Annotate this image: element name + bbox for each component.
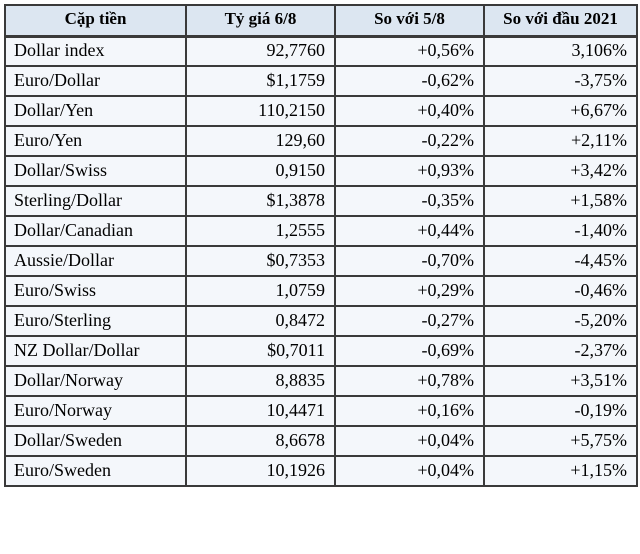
change-vs-start-2021-cell: +2,11%: [483, 125, 638, 157]
change-vs-start-2021-cell: -1,40%: [483, 215, 638, 247]
rate-cell: 1,0759: [185, 275, 336, 307]
currency-pair-cell: Dollar index: [4, 35, 187, 67]
table-row: Euro/Sterling 0,8472 -0,27% -5,20%: [4, 305, 638, 337]
change-vs-start-2021-cell: +1,15%: [483, 455, 638, 487]
change-vs-start-2021-cell: 3,106%: [483, 35, 638, 67]
change-vs-prev-day-cell: -0,69%: [334, 335, 485, 367]
change-vs-start-2021-cell: -2,37%: [483, 335, 638, 367]
change-vs-prev-day-cell: +0,93%: [334, 155, 485, 187]
change-vs-prev-day-cell: +0,29%: [334, 275, 485, 307]
table-row: Euro/Norway 10,4471 +0,16% -0,19%: [4, 395, 638, 427]
currency-pair-cell: Euro/Sterling: [4, 305, 187, 337]
change-vs-start-2021-cell: +1,58%: [483, 185, 638, 217]
currency-pair-cell: Dollar/Swiss: [4, 155, 187, 187]
currency-pair-cell: Euro/Dollar: [4, 65, 187, 97]
change-vs-prev-day-cell: -0,22%: [334, 125, 485, 157]
change-vs-prev-day-cell: +0,16%: [334, 395, 485, 427]
table-row: Dollar index 92,7760 +0,56% 3,106%: [4, 35, 638, 67]
currency-pair-cell: Aussie/Dollar: [4, 245, 187, 277]
change-vs-prev-day-cell: -0,27%: [334, 305, 485, 337]
currency-pair-cell: Dollar/Yen: [4, 95, 187, 127]
table-row: Aussie/Dollar $0,7353 -0,70% -4,45%: [4, 245, 638, 277]
rate-cell: 110,2150: [185, 95, 336, 127]
change-vs-prev-day-cell: -0,62%: [334, 65, 485, 97]
table-row: Dollar/Norway 8,8835 +0,78% +3,51%: [4, 365, 638, 397]
rate-cell: 129,60: [185, 125, 336, 157]
rate-cell: $1,3878: [185, 185, 336, 217]
table-row: Euro/Yen 129,60 -0,22% +2,11%: [4, 125, 638, 157]
rate-cell: $1,1759: [185, 65, 336, 97]
change-vs-start-2021-cell: -3,75%: [483, 65, 638, 97]
currency-pair-cell: NZ Dollar/Dollar: [4, 335, 187, 367]
header-row: Cặp tiền Tỷ giá 6/8 So với 5/8 So với đầ…: [4, 4, 638, 38]
change-vs-start-2021-cell: +3,51%: [483, 365, 638, 397]
column-header-currency-pair: Cặp tiền: [4, 4, 187, 38]
change-vs-prev-day-cell: +0,56%: [334, 35, 485, 67]
change-vs-start-2021-cell: +6,67%: [483, 95, 638, 127]
rate-cell: 10,1926: [185, 455, 336, 487]
rate-cell: 92,7760: [185, 35, 336, 67]
change-vs-start-2021-cell: +3,42%: [483, 155, 638, 187]
currency-pair-cell: Dollar/Canadian: [4, 215, 187, 247]
currency-pair-cell: Euro/Sweden: [4, 455, 187, 487]
table-row: Euro/Sweden 10,1926 +0,04% +1,15%: [4, 455, 638, 487]
table-body: Dollar index 92,7760 +0,56% 3,106% Euro/…: [4, 35, 638, 487]
column-header-vs-start-2021: So với đầu 2021: [483, 4, 638, 38]
currency-pair-cell: Euro/Swiss: [4, 275, 187, 307]
currency-rates-table: Cặp tiền Tỷ giá 6/8 So với 5/8 So với đầ…: [4, 4, 638, 487]
rate-cell: $0,7011: [185, 335, 336, 367]
table-row: Dollar/Swiss 0,9150 +0,93% +3,42%: [4, 155, 638, 187]
rate-cell: $0,7353: [185, 245, 336, 277]
currency-pair-cell: Dollar/Sweden: [4, 425, 187, 457]
rate-cell: 10,4471: [185, 395, 336, 427]
table-row: Euro/Dollar $1,1759 -0,62% -3,75%: [4, 65, 638, 97]
change-vs-prev-day-cell: -0,70%: [334, 245, 485, 277]
change-vs-prev-day-cell: +0,40%: [334, 95, 485, 127]
table-row: NZ Dollar/Dollar $0,7011 -0,69% -2,37%: [4, 335, 638, 367]
currency-pair-cell: Dollar/Norway: [4, 365, 187, 397]
change-vs-prev-day-cell: -0,35%: [334, 185, 485, 217]
change-vs-start-2021-cell: -4,45%: [483, 245, 638, 277]
change-vs-prev-day-cell: +0,78%: [334, 365, 485, 397]
rate-cell: 0,9150: [185, 155, 336, 187]
currency-pair-cell: Euro/Norway: [4, 395, 187, 427]
table-row: Dollar/Sweden 8,6678 +0,04% +5,75%: [4, 425, 638, 457]
column-header-rate-6-8: Tỷ giá 6/8: [185, 4, 336, 38]
change-vs-prev-day-cell: +0,04%: [334, 425, 485, 457]
rate-cell: 8,6678: [185, 425, 336, 457]
table-row: Dollar/Canadian 1,2555 +0,44% -1,40%: [4, 215, 638, 247]
change-vs-start-2021-cell: -0,19%: [483, 395, 638, 427]
currency-pair-cell: Euro/Yen: [4, 125, 187, 157]
change-vs-prev-day-cell: +0,04%: [334, 455, 485, 487]
rate-cell: 1,2555: [185, 215, 336, 247]
table-row: Euro/Swiss 1,0759 +0,29% -0,46%: [4, 275, 638, 307]
table-row: Sterling/Dollar $1,3878 -0,35% +1,58%: [4, 185, 638, 217]
change-vs-start-2021-cell: -0,46%: [483, 275, 638, 307]
currency-pair-cell: Sterling/Dollar: [4, 185, 187, 217]
change-vs-prev-day-cell: +0,44%: [334, 215, 485, 247]
rate-cell: 0,8472: [185, 305, 336, 337]
change-vs-start-2021-cell: +5,75%: [483, 425, 638, 457]
column-header-vs-5-8: So với 5/8: [334, 4, 485, 38]
change-vs-start-2021-cell: -5,20%: [483, 305, 638, 337]
rate-cell: 8,8835: [185, 365, 336, 397]
table-row: Dollar/Yen 110,2150 +0,40% +6,67%: [4, 95, 638, 127]
